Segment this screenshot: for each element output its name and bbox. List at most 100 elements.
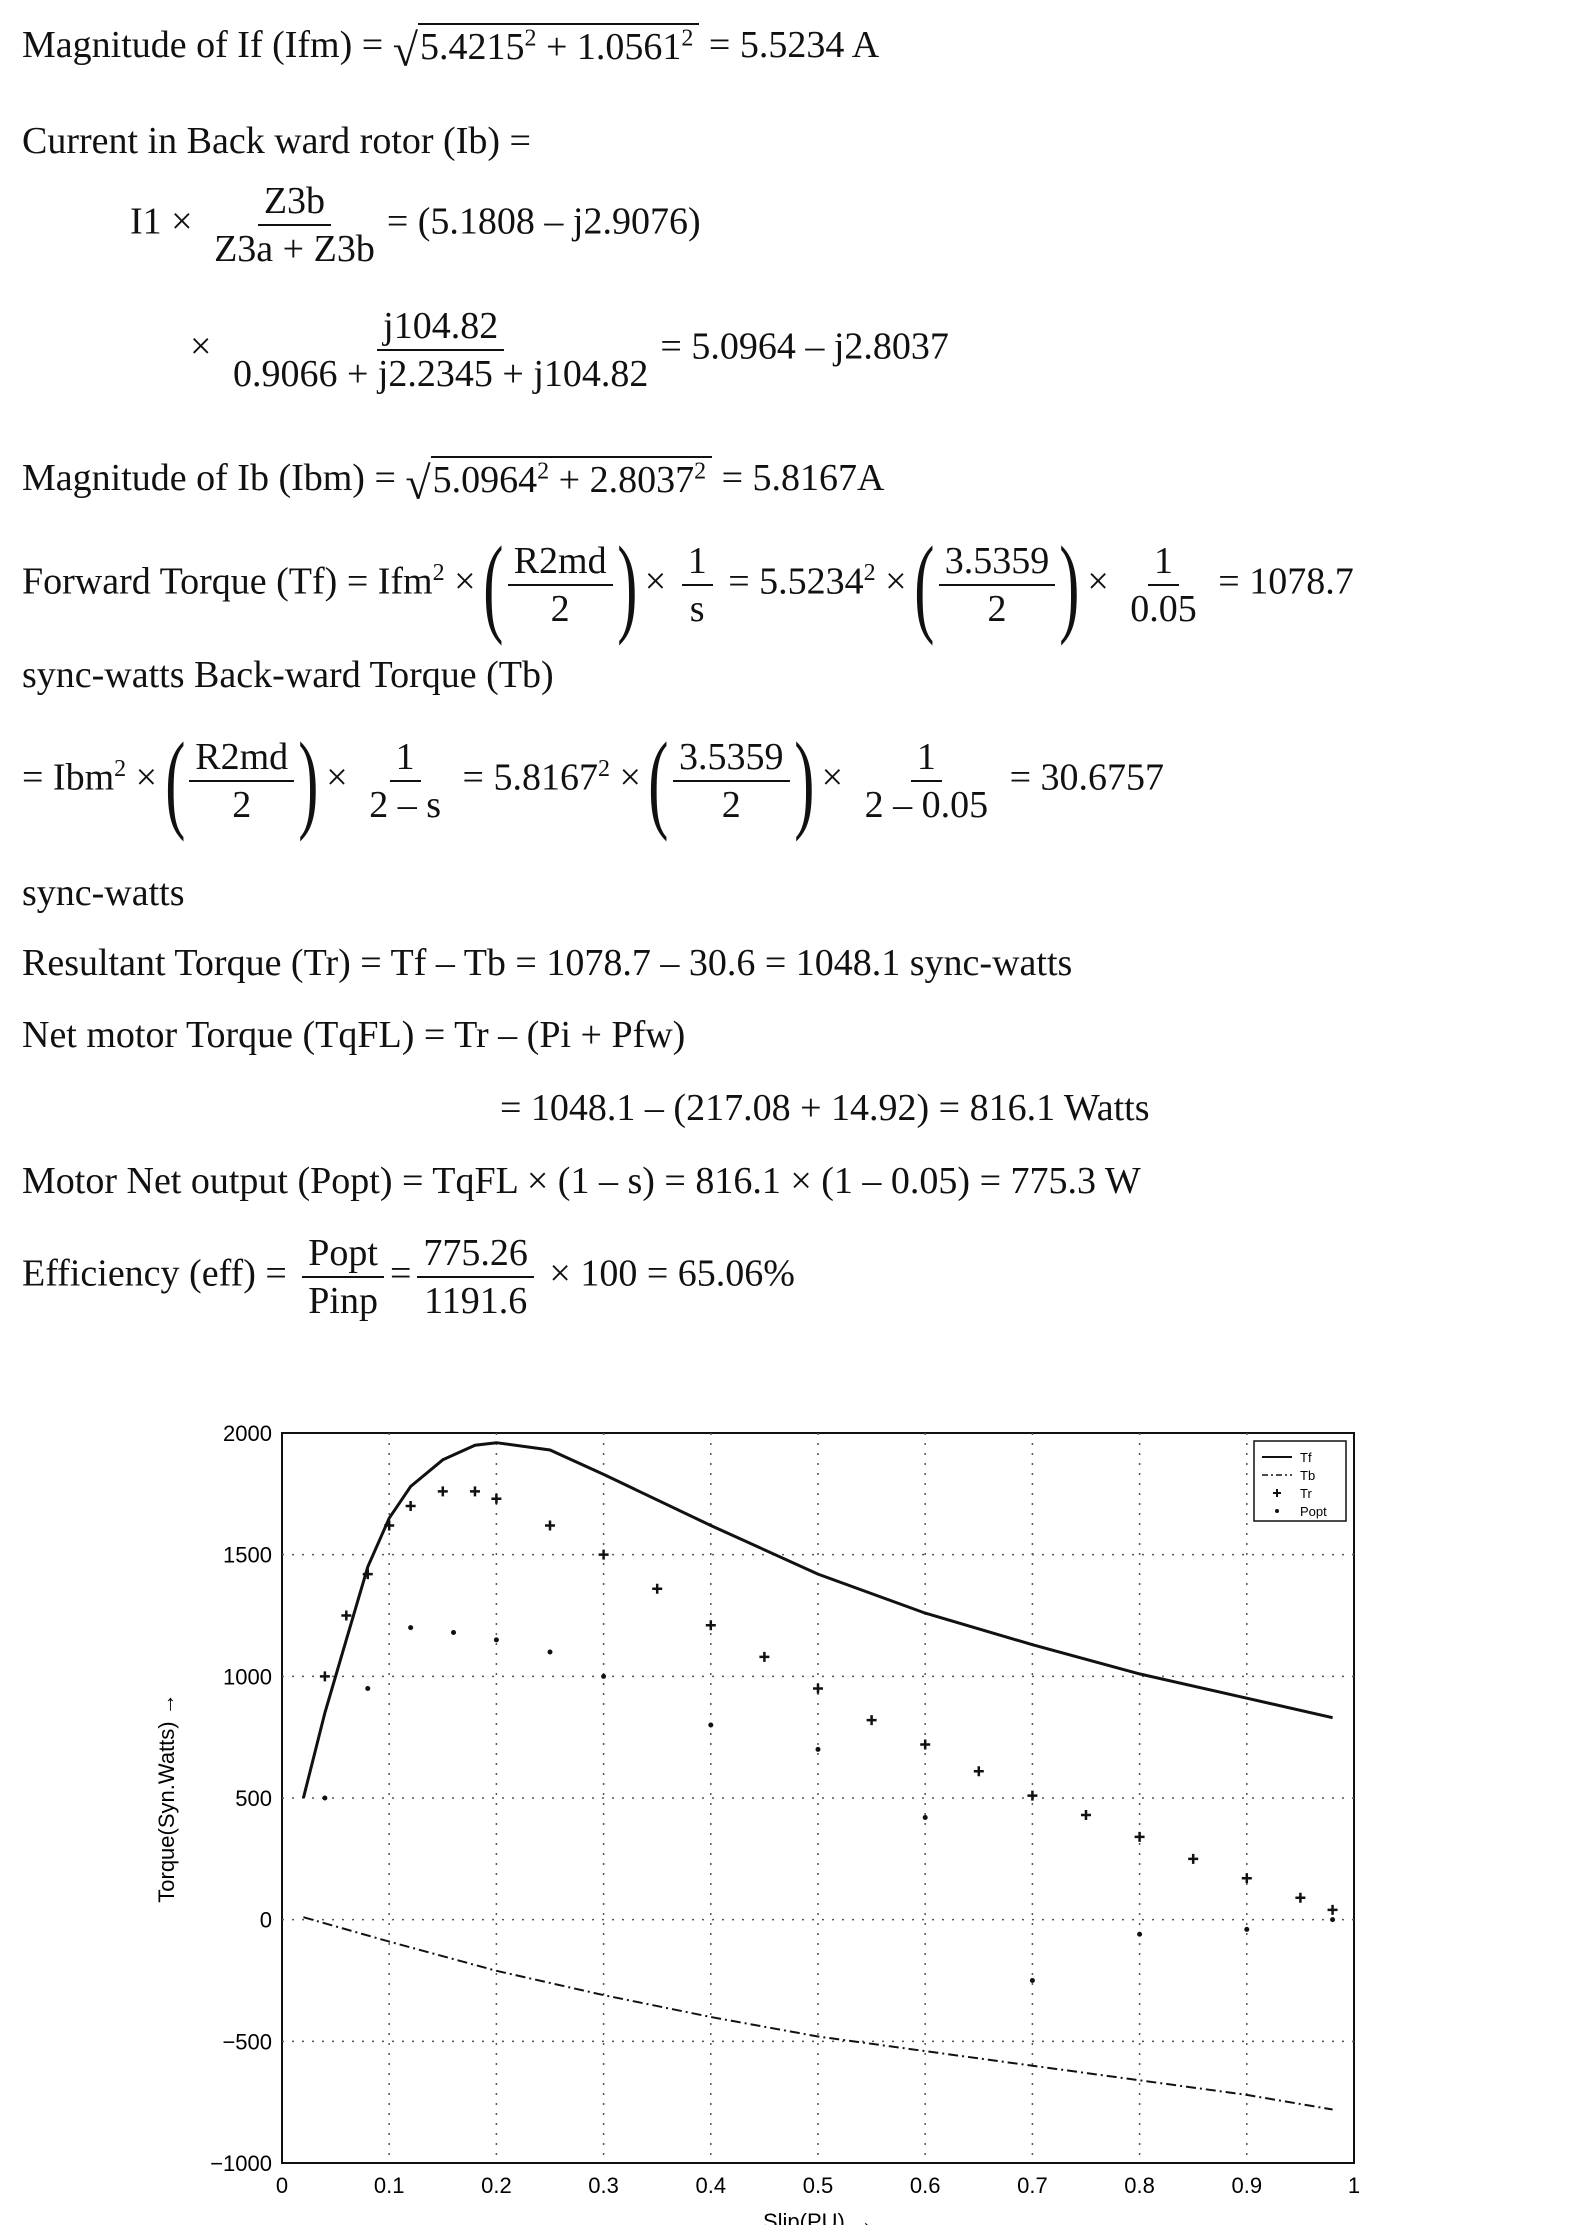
- x-tick-label: 0.4: [696, 2173, 727, 2198]
- fraction-den: s: [689, 588, 705, 630]
- tr-line: Resultant Torque (Tr) = Tf – Tb = 1078.7…: [22, 942, 1073, 984]
- series-popt-point: [1137, 1931, 1143, 1937]
- y-tick-label: −500: [222, 2029, 272, 2054]
- ifm-term2: + 1.0561: [536, 26, 682, 69]
- legend-label: Popt: [1300, 1504, 1327, 1519]
- fraction-r2md: R2md 2: [189, 736, 295, 826]
- fraction-1-005: 1 0.05: [1124, 540, 1203, 630]
- fraction-z3b: Z3b Z3a + Z3b: [208, 180, 381, 270]
- legend-label: Tf: [1300, 1450, 1312, 1465]
- series-tr-point: [813, 1683, 823, 1694]
- tqfl-line: Net motor Torque (TqFL) = Tr – (Pi + Pfw…: [22, 1014, 686, 1056]
- series-tf-line: [301, 1441, 1333, 1799]
- ibm-line: Magnitude of Ib (Ibm) = √5.09642 + 2.803…: [22, 455, 884, 506]
- x-tick-label: 1: [1348, 2173, 1360, 2198]
- ibm-term1: 5.0964: [432, 459, 538, 502]
- tf-label: Forward Torque (Tf) = Ifm: [22, 560, 433, 603]
- series-tr-point: [319, 1671, 330, 1682]
- eff-line: Efficiency (eff) = Popt Pinp = 775.26 1191.6…: [22, 1232, 795, 1322]
- legend-swatch: [1275, 1509, 1279, 1513]
- y-tick-label: −1000: [210, 2151, 272, 2176]
- fraction-num: R2md: [507, 540, 613, 586]
- series-tr-point: [598, 1549, 609, 1560]
- y-tick-label: 2000: [223, 1421, 272, 1446]
- x-tick-label: 0.6: [910, 2173, 941, 2198]
- fraction-num: 1: [389, 736, 421, 782]
- ib-heading: Current in Back ward rotor (Ib) =: [22, 120, 531, 162]
- fraction-den: 2 – 0.05: [864, 784, 989, 826]
- y-tick-label: 1500: [223, 1543, 272, 1568]
- series-tr-point: [405, 1501, 416, 1511]
- series-tr-point: [1295, 1892, 1306, 1903]
- tb-lead: = Ibm: [22, 756, 115, 799]
- fraction-num: 1: [681, 540, 713, 586]
- series-tr-point: [1081, 1810, 1091, 1821]
- fraction-num: R2md: [189, 736, 295, 782]
- ifm-line: Magnitude of If (Ifm) = √5.42152 + 1.056…: [22, 22, 879, 73]
- tf-mid: = 5.5234: [718, 560, 864, 603]
- series-tr-point: [866, 1715, 877, 1726]
- series-popt-point: [547, 1649, 553, 1655]
- tf-result: = 1078.7: [1208, 560, 1354, 603]
- fraction-den: 1191.6: [424, 1280, 528, 1322]
- series-tr-point: [437, 1486, 448, 1497]
- fraction-den: 2: [232, 784, 252, 826]
- fraction-den: 0.05: [1130, 588, 1197, 630]
- fraction-3535: 3.5359 2: [673, 736, 790, 826]
- series-popt-point: [451, 1630, 457, 1636]
- ib-calc2-prefix: ×: [190, 325, 221, 368]
- fraction-num: 3.5359: [938, 540, 1056, 586]
- times-sign: ×: [635, 560, 676, 603]
- ib-calc1-rest: = (5.1808 – j2.9076): [386, 200, 701, 243]
- series-tr-point: [1134, 1831, 1145, 1842]
- fraction-popt: Popt Pinp: [302, 1232, 384, 1322]
- x-tick-label: 0.3: [588, 2173, 619, 2198]
- fraction-den: 0.9066 + j2.2345 + j104.82: [232, 353, 649, 395]
- series-tr-point: [1241, 1873, 1252, 1884]
- series-tr-point: [469, 1486, 480, 1497]
- series-popt-point: [922, 1814, 928, 1820]
- legend-box: [1253, 1440, 1347, 1522]
- y-axis-label: Torque(Syn.Watts) →: [154, 1693, 179, 1902]
- fraction-num: 1: [910, 736, 942, 782]
- y-tick-label: 1000: [223, 1664, 272, 1689]
- legend-label: Tr: [1300, 1486, 1312, 1501]
- series-tr-point: [1327, 1904, 1338, 1915]
- series-tr-point: [759, 1651, 770, 1662]
- y-tick-label: 500: [235, 1786, 272, 1811]
- ib-calc-line2: × j104.82 0.9066 + j2.2345 + j104.82 = 5.0…: [190, 305, 949, 395]
- ibm-term2: + 2.8037: [549, 459, 695, 502]
- fraction-num: 3.5359: [673, 736, 790, 782]
- x-axis-label: Slip(PU) →: [763, 2209, 873, 2225]
- torque-slip-chart: 0 0.1 0.2 0.3 0.4 0.5 0.6 0.7 0.8 0.9 1 2000 1500 100…: [154, 1421, 1360, 2225]
- ibm-result: = 5.8167A: [712, 457, 885, 499]
- series-popt-point: [815, 1746, 821, 1752]
- x-tick-label: 0.5: [803, 2173, 834, 2198]
- series-popt-point: [493, 1637, 499, 1643]
- fraction-r2md: R2md 2: [507, 540, 613, 630]
- fraction-den: 2: [550, 588, 570, 630]
- tb-mid: = 5.8167: [453, 756, 598, 799]
- series-popt-point: [1029, 1978, 1035, 1983]
- ib-calc2-rest: = 5.0964 – j2.8037: [660, 325, 949, 368]
- tf-line: Forward Torque (Tf) = Ifm2 × (R2md 2) × 1…: [22, 524, 1354, 646]
- sqrt-ibm: √5.09642 + 2.80372: [405, 456, 713, 506]
- ifm-term1: 5.4215: [419, 26, 525, 69]
- fraction-den: 2: [721, 784, 741, 826]
- fraction-den: Z3a + Z3b: [214, 228, 375, 270]
- series-popt-point: [1330, 1917, 1336, 1923]
- fraction-num: Z3b: [257, 180, 332, 226]
- y-tick-label: 0: [260, 1908, 272, 1933]
- series-tr-point: [362, 1569, 373, 1580]
- series-popt-point: [365, 1686, 371, 1691]
- ifm-label: Magnitude of If (Ifm) =: [22, 24, 393, 66]
- series-tr-point: [705, 1620, 716, 1631]
- x-tick-label: 0.9: [1232, 2173, 1263, 2198]
- series-tr-point: [920, 1739, 931, 1750]
- series-popt-point: [322, 1795, 328, 1801]
- series-popt-point: [708, 1722, 714, 1728]
- legend-label: Tb: [1300, 1468, 1315, 1483]
- ibm-label: Magnitude of Ib (Ibm) =: [22, 457, 406, 499]
- x-tick-label: 0.1: [374, 2173, 405, 2198]
- ib-calc-line1: I1 × Z3b Z3a + Z3b = (5.1808 – j2.9076): [130, 180, 701, 270]
